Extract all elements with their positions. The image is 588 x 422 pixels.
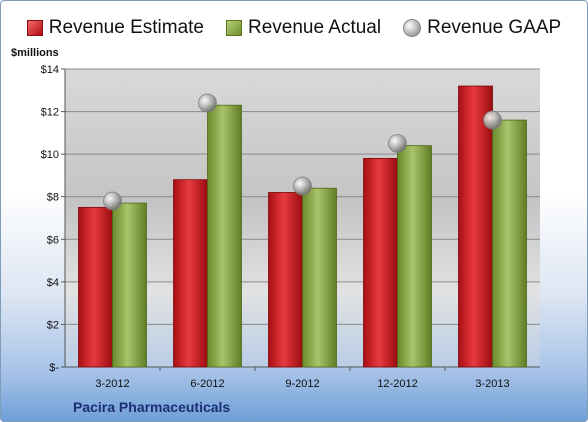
bar-revenue-actual xyxy=(397,145,432,368)
legend: Revenue Estimate Revenue Actual Revenue … xyxy=(1,17,587,39)
x-tick-label: 3-2013 xyxy=(475,378,509,390)
marker-revenue-gaap xyxy=(293,176,312,196)
legend-label-estimate: Revenue Estimate xyxy=(48,17,204,38)
bar-revenue-estimate xyxy=(363,157,398,368)
bar-revenue-estimate xyxy=(268,192,303,368)
legend-item-actual: Revenue Actual xyxy=(226,17,381,39)
legend-item-estimate: Revenue Estimate xyxy=(26,17,204,39)
bar-revenue-estimate xyxy=(173,179,208,368)
legend-item-gaap: Revenue GAAP xyxy=(403,17,561,39)
marker-revenue-gaap xyxy=(198,93,217,113)
x-tick-label: 3-2012 xyxy=(95,378,129,390)
bar-revenue-actual xyxy=(492,119,527,368)
legend-swatch-actual xyxy=(226,20,242,36)
marker-revenue-gaap xyxy=(103,191,122,211)
y-tick-label: $10 xyxy=(41,149,59,161)
x-tick-label: 12-2012 xyxy=(377,378,417,390)
company-name: Pacira Pharmaceuticals xyxy=(73,399,231,415)
y-tick-label: $- xyxy=(49,362,59,374)
legend-swatch-gaap xyxy=(403,19,422,37)
y-tick-label: $2 xyxy=(47,319,59,331)
y-tick-label: $6 xyxy=(47,234,59,246)
bar-revenue-actual xyxy=(302,187,337,368)
y-tick-label: $12 xyxy=(41,107,59,119)
y-tick-label: $8 xyxy=(47,192,59,204)
marker-revenue-gaap xyxy=(388,134,407,153)
x-tick-label: 9-2012 xyxy=(285,378,319,390)
x-tick-label: 6-2012 xyxy=(190,378,224,390)
bar-revenue-actual xyxy=(207,104,242,368)
legend-label-gaap: Revenue GAAP xyxy=(427,17,562,38)
legend-label-actual: Revenue Actual xyxy=(248,17,382,38)
marker-revenue-gaap xyxy=(483,110,502,130)
bar-revenue-estimate xyxy=(458,85,493,368)
y-tick-label: $14 xyxy=(41,64,59,76)
y-axis-label: $millions xyxy=(11,47,59,59)
bar-revenue-estimate xyxy=(78,206,113,368)
bar-revenue-actual xyxy=(112,202,147,368)
y-tick-label: $4 xyxy=(47,277,59,289)
legend-swatch-estimate xyxy=(26,20,43,36)
